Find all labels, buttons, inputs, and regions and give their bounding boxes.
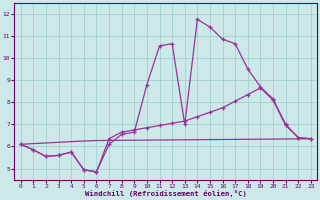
X-axis label: Windchill (Refroidissement éolien,°C): Windchill (Refroidissement éolien,°C) (85, 190, 247, 197)
